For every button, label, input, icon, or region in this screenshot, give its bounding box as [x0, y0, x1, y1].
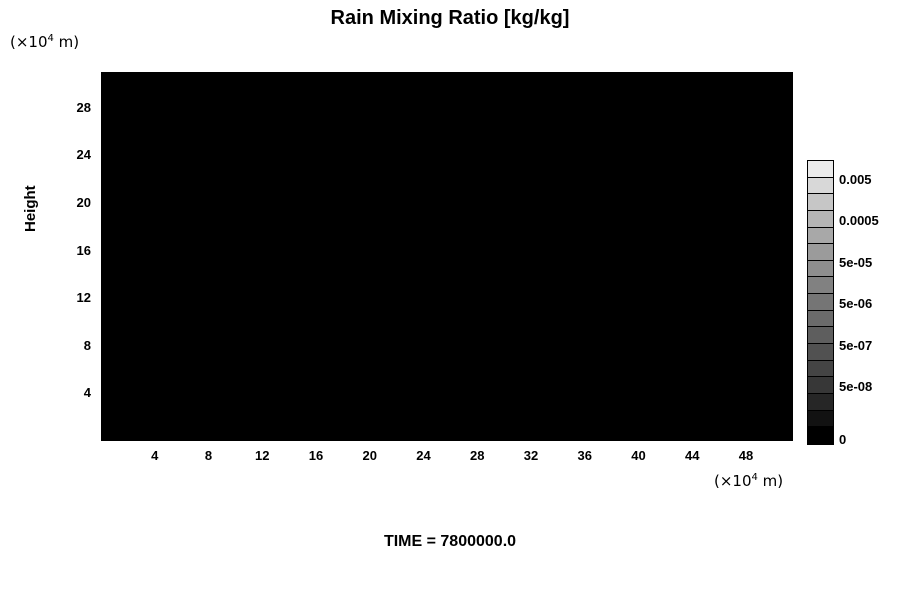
y-axis-label: Height	[22, 185, 39, 232]
colorbar-tick-label: 0.005	[839, 172, 872, 187]
x-tick-label: 48	[738, 448, 754, 463]
x-tick-label: 24	[416, 448, 431, 463]
x-tick-label: 8	[204, 448, 213, 463]
plot-area[interactable]	[101, 72, 793, 441]
colorbar-cell	[808, 244, 833, 261]
x-tick-label: 4	[151, 448, 159, 463]
y-tick-label: 24	[76, 147, 91, 163]
colorbar	[807, 160, 834, 445]
x-axis-unit-annotation: (×104 m)	[714, 472, 783, 490]
colorbar-cell	[808, 410, 833, 428]
x-tick-label: 20	[362, 448, 377, 463]
colorbar-cell	[808, 327, 833, 345]
y-tick-label: 28	[76, 99, 91, 115]
colorbar-cell	[808, 393, 833, 411]
rain-mixing-ratio-field	[101, 72, 793, 441]
x-tick-label: 28	[469, 448, 485, 463]
y-tick-label: 12	[76, 290, 91, 306]
colorbar-cell	[808, 294, 833, 311]
colorbar-cell	[808, 427, 833, 444]
x-tick-label: 32	[523, 448, 539, 463]
colorbar-cell	[808, 177, 833, 195]
y-unit-suffix: m)	[53, 33, 80, 51]
colorbar-cell	[808, 344, 833, 361]
x-tick-label: 12	[255, 448, 270, 463]
page-title: Rain Mixing Ratio [kg/kg]	[330, 7, 570, 29]
y-unit-prefix: (×10	[10, 33, 48, 51]
colorbar-cell	[808, 360, 833, 378]
y-axis-unit-annotation: (×104 m)	[10, 33, 79, 51]
colorbar-cell	[808, 210, 833, 228]
x-tick-label: 44	[684, 448, 700, 463]
colorbar-tick-label: 5e-05	[839, 255, 873, 270]
x-unit-prefix: (×10	[714, 472, 752, 490]
colorbar-cell	[808, 260, 833, 278]
x-tick-label: 36	[577, 448, 592, 463]
y-tick-label: 8	[83, 337, 91, 353]
y-tick-label: 20	[76, 194, 91, 210]
x-unit-suffix: m)	[757, 472, 784, 490]
colorbar-tick-label: 0	[839, 432, 847, 447]
y-tick-label: 4	[83, 385, 91, 401]
x-unit-exponent: 4	[751, 472, 758, 483]
y-tick-label: 16	[76, 242, 91, 258]
colorbar-tick-label: 5e-08	[839, 379, 873, 394]
x-tick-label: 16	[308, 448, 324, 463]
colorbar-cell	[808, 277, 833, 295]
colorbar-cell	[808, 310, 833, 328]
colorbar-cell	[808, 377, 833, 394]
colorbar-cell	[808, 227, 833, 245]
colorbar-tick-label: 0.0005	[839, 213, 879, 228]
colorbar-cell	[808, 194, 833, 211]
y-unit-exponent: 4	[47, 33, 54, 44]
colorbar-tick-label: 5e-06	[839, 296, 873, 311]
x-tick-label: 40	[631, 448, 646, 463]
colorbar-cell	[808, 161, 833, 178]
time-stamp: TIME = 7800000.0	[383, 533, 517, 550]
colorbar-tick-label: 5e-07	[839, 338, 873, 353]
